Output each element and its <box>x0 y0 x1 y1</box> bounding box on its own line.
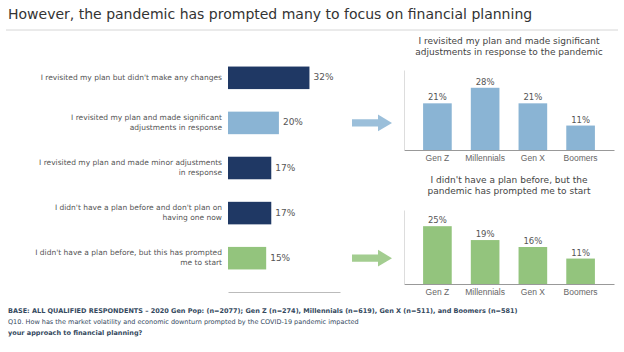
bar <box>471 240 500 284</box>
category-label-line: I revisited my plan but didn't make any … <box>41 73 222 82</box>
tick: Gen Z <box>426 150 450 163</box>
tick-label: Millennials <box>465 287 505 297</box>
chart-title: I revisited my plan and made significant… <box>415 36 603 57</box>
data-label: 28% <box>476 77 495 87</box>
tick: Millennials <box>465 284 505 297</box>
data-label: 21% <box>428 92 447 102</box>
category-label-line: I revisited my plan and made significant <box>71 113 222 122</box>
bars <box>228 67 309 270</box>
category-label: I didn't have a plan before and don't pl… <box>55 203 222 222</box>
arrow <box>352 250 392 267</box>
axis-domain <box>405 284 615 285</box>
data-label: 20% <box>283 117 303 127</box>
tick-label: Gen Z <box>426 287 450 297</box>
data-label: 11% <box>571 248 590 258</box>
tick-label: Gen X <box>521 153 545 163</box>
column-chart-1: I revisited my plan and made significant… <box>405 36 615 163</box>
category-label-line: adjustments in response <box>130 123 223 132</box>
bar <box>228 112 279 135</box>
footnote: Q10. How has the market volatility and e… <box>8 318 361 326</box>
chart-root: However, the pandemic has prompted many … <box>0 0 624 352</box>
tick-label: Boomers <box>564 153 598 163</box>
chart-title: I didn't have a plan before, but thepand… <box>428 175 591 196</box>
category-label: I revisited my plan but didn't make any … <box>41 73 222 82</box>
bar <box>519 103 548 150</box>
tick: Millennials <box>465 150 505 163</box>
data-label: 16% <box>523 236 542 246</box>
y-axis <box>404 71 405 151</box>
data-labels: 21% 28% 21% 11% <box>428 77 590 125</box>
arrow <box>352 115 392 132</box>
bar <box>423 103 452 150</box>
category-label: I didn't have a plan before, but this ha… <box>35 248 222 267</box>
column-chart-2: I didn't have a plan before, but thepand… <box>405 175 615 297</box>
data-label: 19% <box>476 229 495 239</box>
tick: Gen X <box>521 150 545 163</box>
category-label: I revisited my plan and made significant… <box>71 113 222 132</box>
left-chart: I revisited my plan but didn't make any … <box>35 67 340 293</box>
chart-title-line: pandemic has prompted me to start <box>428 186 591 196</box>
data-label: 17% <box>275 163 295 173</box>
title: However, the pandemic has prompted many … <box>8 6 532 22</box>
chart-title-line: I revisited my plan and made significant <box>418 36 600 46</box>
footnotes: BASE: ALL QUALIFIED RESPONDENTS – 2020 G… <box>8 307 518 337</box>
axis-domain <box>404 71 405 151</box>
category-label: I revisited my plan and made minor adjus… <box>39 158 222 177</box>
category-label-line: having one now <box>162 213 222 222</box>
data-label: 11% <box>571 115 590 125</box>
tick-label: Gen Z <box>426 153 450 163</box>
tick: Boomers <box>564 150 598 163</box>
bar <box>566 259 595 284</box>
tick-label: Boomers <box>564 287 598 297</box>
bar <box>228 67 309 90</box>
bar <box>228 247 266 270</box>
bar <box>228 157 271 180</box>
bar <box>423 226 452 284</box>
data-label: 25% <box>428 215 447 225</box>
x-axis: Gen Z Millennials Gen X Boomers <box>405 284 615 297</box>
bar <box>566 126 595 150</box>
category-label-line: I didn't have a plan before and don't pl… <box>55 203 222 212</box>
bar <box>228 202 271 225</box>
y-axis <box>404 211 405 285</box>
footnote: BASE: ALL QUALIFIED RESPONDENTS – 2020 G… <box>8 307 518 315</box>
bars <box>423 226 595 284</box>
x-axis <box>229 292 341 293</box>
axis-domain <box>405 150 615 151</box>
tick: Gen Z <box>426 284 450 297</box>
axis-domain <box>404 211 405 285</box>
axis-domain <box>229 292 341 293</box>
footnote: your approach to financial planning? <box>8 329 143 337</box>
category-label-line: in response <box>179 168 223 177</box>
category-label-line: I didn't have a plan before, but this ha… <box>35 248 222 257</box>
category-label-line: me to start <box>180 258 222 267</box>
bars <box>423 88 595 150</box>
tick: Boomers <box>564 284 598 297</box>
data-label: 32% <box>313 72 333 82</box>
x-axis: Gen Z Millennials Gen X Boomers <box>405 150 615 163</box>
category-label-line: I revisited my plan and made minor adjus… <box>39 158 222 167</box>
data-label: 17% <box>275 208 295 218</box>
chart-title-line: I didn't have a plan before, but the <box>431 175 588 185</box>
bar <box>471 88 500 150</box>
divider <box>6 30 618 31</box>
arrows <box>352 115 392 267</box>
data-labels: 25% 19% 16% 11% <box>428 215 590 257</box>
tick: Gen X <box>521 284 545 297</box>
labels: I revisited my plan but didn't make any … <box>35 72 334 267</box>
data-label: 21% <box>523 92 542 102</box>
bar <box>519 247 548 284</box>
tick-label: Millennials <box>465 153 505 163</box>
tick-label: Gen X <box>521 287 545 297</box>
data-label: 15% <box>270 253 290 263</box>
chart-title-line: adjustments in response to the pandemic <box>415 47 603 57</box>
